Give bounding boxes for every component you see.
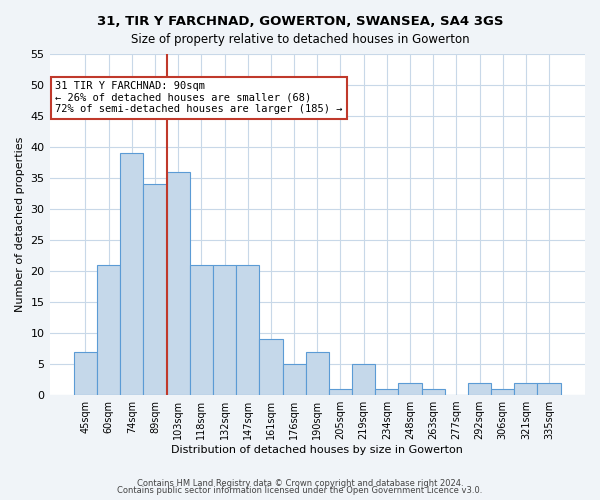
- Y-axis label: Number of detached properties: Number of detached properties: [15, 137, 25, 312]
- Text: 31 TIR Y FARCHNAD: 90sqm
← 26% of detached houses are smaller (68)
72% of semi-d: 31 TIR Y FARCHNAD: 90sqm ← 26% of detach…: [55, 82, 343, 114]
- Bar: [120, 153, 143, 395]
- Bar: [213, 265, 236, 395]
- Text: 31, TIR Y FARCHNAD, GOWERTON, SWANSEA, SA4 3GS: 31, TIR Y FARCHNAD, GOWERTON, SWANSEA, S…: [97, 15, 503, 28]
- Bar: [352, 364, 375, 395]
- Bar: [74, 352, 97, 395]
- Text: Size of property relative to detached houses in Gowerton: Size of property relative to detached ho…: [131, 32, 469, 46]
- Bar: [491, 389, 514, 395]
- Text: Contains HM Land Registry data © Crown copyright and database right 2024.: Contains HM Land Registry data © Crown c…: [137, 478, 463, 488]
- Bar: [305, 352, 329, 395]
- Bar: [283, 364, 305, 395]
- Bar: [143, 184, 167, 395]
- Bar: [398, 382, 422, 395]
- Bar: [167, 172, 190, 395]
- Bar: [329, 389, 352, 395]
- Bar: [422, 389, 445, 395]
- Bar: [236, 265, 259, 395]
- Text: Contains public sector information licensed under the Open Government Licence v3: Contains public sector information licen…: [118, 486, 482, 495]
- Bar: [190, 265, 213, 395]
- Bar: [468, 382, 491, 395]
- Bar: [514, 382, 538, 395]
- X-axis label: Distribution of detached houses by size in Gowerton: Distribution of detached houses by size …: [172, 445, 463, 455]
- Bar: [259, 340, 283, 395]
- Bar: [97, 265, 120, 395]
- Bar: [375, 389, 398, 395]
- Bar: [538, 382, 560, 395]
